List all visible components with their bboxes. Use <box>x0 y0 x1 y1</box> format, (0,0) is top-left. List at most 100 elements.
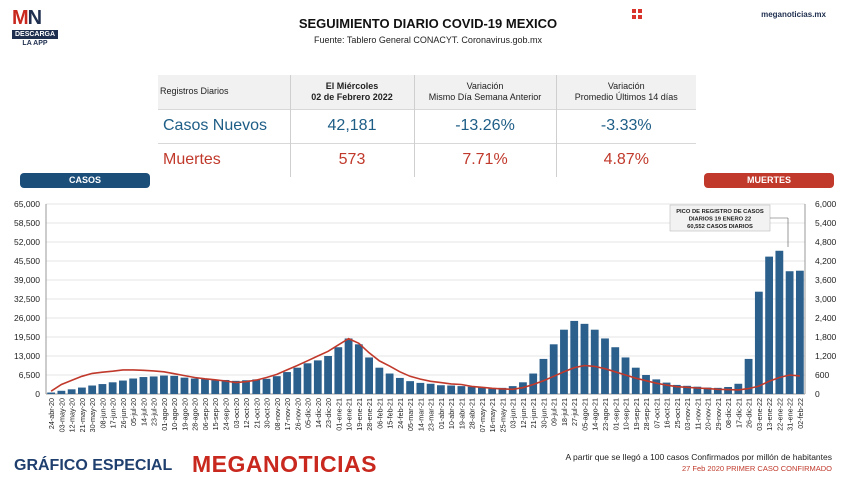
cases-bar <box>447 385 456 394</box>
x-tick-label: 23-mar-21 <box>427 398 436 431</box>
cases-bar <box>272 376 281 394</box>
x-tick-label: 06-sep-20 <box>201 398 210 430</box>
summary-var-week-line2: Mismo Día Semana Anterior <box>428 91 542 102</box>
cases-bar <box>149 376 158 394</box>
page-source: Fuente: Tablero General CONACYT. Coronav… <box>314 35 542 45</box>
cases-bar <box>78 387 86 394</box>
x-tick-label: 19-abr-21 <box>457 398 466 429</box>
x-tick-label: 10-sep-21 <box>622 398 631 430</box>
y-left-tick-label: 19,500 <box>14 332 40 342</box>
cases-bar <box>601 338 609 394</box>
x-tick-label: 24-sep-20 <box>221 398 230 430</box>
x-tick-label: 19-ago-20 <box>180 398 189 431</box>
cases-bar <box>570 320 579 394</box>
x-tick-label: 10-abr-21 <box>447 398 456 429</box>
x-tick-label: 30-jun-21 <box>539 398 548 428</box>
x-tick-label: 13-ene-22 <box>765 398 774 431</box>
cases-bar <box>744 358 753 394</box>
peak-annotation-text: PICO DE REGISTRO DE CASOS <box>676 209 764 215</box>
cases-bar <box>611 347 620 394</box>
cases-bar <box>180 377 189 394</box>
x-tick-label: 01-ago-20 <box>160 398 169 431</box>
cases-bar <box>354 344 363 394</box>
x-tick-label: 17-jun-20 <box>109 398 118 428</box>
cases-bar <box>416 382 425 394</box>
x-tick-label: 25-may-21 <box>498 398 507 432</box>
x-tick-label: 15-feb-21 <box>386 398 395 429</box>
cases-bar <box>683 385 691 394</box>
peak-annotation-text: DIARIOS 19 ENERO 22 <box>689 217 752 223</box>
footer-brand-b: N <box>263 451 281 477</box>
cases-var-week: -13.26% <box>414 108 557 143</box>
cases-bar <box>754 291 763 394</box>
summary-date-line1: El Miércoles <box>325 80 379 91</box>
deaths-value: 573 <box>290 142 415 177</box>
x-tick-label: 16-may-21 <box>488 398 497 432</box>
cases-bar <box>201 378 209 394</box>
summary-header-var-avg: Variación Promedio Últimos 14 días <box>556 75 696 109</box>
cases-bar <box>385 373 394 394</box>
cases-bar <box>293 367 302 394</box>
x-tick-label: 03-jun-21 <box>509 398 518 428</box>
y-right-tick-label: 2,400 <box>815 313 837 323</box>
footer-note-threshold: A partir que se llegó a 100 casos Confir… <box>565 452 833 462</box>
cases-bar <box>242 380 250 394</box>
x-tick-label: 05-mar-21 <box>406 398 415 431</box>
site-link[interactable]: meganoticias.mx <box>761 10 826 19</box>
cases-axis-tag: CASOS <box>20 173 150 188</box>
cases-bar <box>672 384 681 394</box>
deaths-line <box>50 337 800 392</box>
x-tick-label: 17-nov-20 <box>283 398 292 430</box>
cases-bar <box>262 378 271 394</box>
peak-annotation-text: 60,552 CASOS DIARIOS <box>687 224 753 230</box>
x-tick-label: 19-sep-21 <box>632 398 641 430</box>
cases-bar <box>170 375 179 394</box>
x-tick-label: 24-abr-20 <box>47 398 56 429</box>
cases-bar <box>47 392 56 394</box>
app-logo[interactable]: MN DESCARGA LA APP <box>12 8 58 47</box>
x-tick-label: 07-oct-21 <box>652 398 661 428</box>
y-right-tick-label: 1,800 <box>815 332 837 342</box>
cases-bar <box>365 357 373 394</box>
footer-brand-c: OTICIAS <box>280 451 377 477</box>
cases-var-avg: -3.33% <box>556 108 696 143</box>
x-tick-label: 03-ene-22 <box>755 398 764 431</box>
y-right-tick-label: 3,600 <box>815 275 837 285</box>
cases-bar <box>703 387 712 394</box>
logo-sub: LA APP <box>22 40 48 47</box>
cases-bar <box>785 271 794 394</box>
cases-bar <box>334 347 343 394</box>
x-tick-label: 11-nov-21 <box>693 398 702 430</box>
cases-bar <box>426 383 435 394</box>
x-tick-label: 05-dic-20 <box>304 398 313 428</box>
y-right-tick-label: 0 <box>815 389 820 399</box>
cases-bar <box>795 270 804 394</box>
summary-var-week-line1: Variación <box>466 80 504 91</box>
x-tick-label: 01-abr-21 <box>437 398 446 429</box>
x-tick-label: 31-ene-22 <box>786 398 795 431</box>
cases-bar <box>457 386 466 394</box>
summary-var-avg-line2: Promedio Últimos 14 días <box>574 91 678 102</box>
x-tick-label: 23-jul-20 <box>150 398 159 426</box>
footer-note-first-case: 27 Feb 2020 PRIMER CASO CONFIRMADO <box>681 464 832 473</box>
cases-bar <box>488 388 497 394</box>
cases-bar <box>642 375 650 394</box>
cases-bar <box>375 367 384 394</box>
y-left-tick-label: 32,500 <box>14 294 40 304</box>
cases-bar <box>498 387 507 394</box>
cases-bar <box>734 383 743 394</box>
x-tick-label: 26-nov-20 <box>293 398 302 430</box>
x-tick-label: 12-oct-20 <box>242 398 251 428</box>
x-tick-label: 21-oct-20 <box>252 398 261 428</box>
x-tick-label: 26-jun-20 <box>119 398 128 428</box>
logo-mark-right: N <box>27 7 42 29</box>
x-tick-label: 08-dic-21 <box>724 398 733 428</box>
page-title: SEGUIMIENTO DIARIO COVID-19 MEXICO <box>298 16 558 31</box>
cases-bar <box>631 367 640 394</box>
apps-grid-icon[interactable] <box>632 9 642 19</box>
cases-bar <box>231 380 240 394</box>
footer-brand: MEGANOTICIAS <box>192 451 377 478</box>
summary-header-var-week: Variación Mismo Día Semana Anterior <box>414 75 557 109</box>
summary-row-deaths: Muertes 573 7.71% 4.87% <box>158 142 696 177</box>
